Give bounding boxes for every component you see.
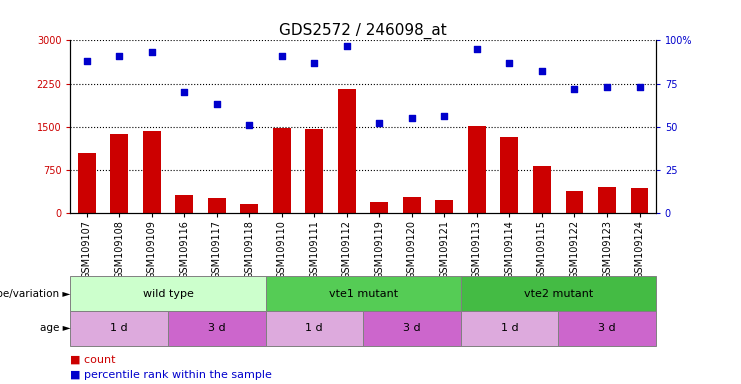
Point bbox=[81, 58, 93, 64]
Bar bbox=[370, 202, 388, 213]
Bar bbox=[565, 191, 583, 213]
Bar bbox=[461, 311, 558, 346]
Bar bbox=[403, 197, 421, 213]
Point bbox=[146, 49, 158, 55]
Point bbox=[308, 60, 320, 66]
Bar bbox=[207, 197, 226, 213]
Bar bbox=[436, 200, 453, 213]
Text: vte1 mutant: vte1 mutant bbox=[328, 289, 398, 299]
Bar bbox=[558, 311, 656, 346]
Title: GDS2572 / 246098_at: GDS2572 / 246098_at bbox=[279, 23, 447, 39]
Point bbox=[113, 53, 125, 59]
Bar bbox=[265, 276, 461, 311]
Text: 3 d: 3 d bbox=[403, 323, 421, 333]
Point bbox=[406, 115, 418, 121]
Bar bbox=[78, 152, 96, 213]
Bar bbox=[143, 131, 161, 213]
Text: 1 d: 1 d bbox=[305, 323, 323, 333]
Bar bbox=[305, 129, 323, 213]
Bar bbox=[461, 276, 656, 311]
Bar bbox=[168, 311, 265, 346]
Bar bbox=[240, 204, 258, 213]
Point bbox=[373, 120, 385, 126]
Point bbox=[601, 84, 613, 90]
Text: vte2 mutant: vte2 mutant bbox=[524, 289, 593, 299]
Bar bbox=[265, 311, 363, 346]
Point bbox=[634, 84, 645, 90]
Bar bbox=[70, 311, 168, 346]
Point bbox=[179, 89, 190, 95]
Point bbox=[276, 53, 288, 59]
Bar bbox=[338, 89, 356, 213]
Point bbox=[439, 113, 451, 119]
Bar bbox=[631, 188, 648, 213]
Bar bbox=[273, 128, 290, 213]
Text: 1 d: 1 d bbox=[110, 323, 128, 333]
Text: 3 d: 3 d bbox=[208, 323, 225, 333]
Bar bbox=[468, 126, 486, 213]
Point bbox=[243, 122, 255, 128]
Text: ■ percentile rank within the sample: ■ percentile rank within the sample bbox=[70, 370, 272, 380]
Text: wild type: wild type bbox=[142, 289, 193, 299]
Point bbox=[503, 60, 515, 66]
Bar bbox=[500, 137, 519, 213]
Text: 1 d: 1 d bbox=[501, 323, 518, 333]
Bar bbox=[176, 195, 193, 213]
Bar bbox=[70, 276, 265, 311]
Bar bbox=[110, 134, 128, 213]
Text: genotype/variation ►: genotype/variation ► bbox=[0, 289, 70, 299]
Bar bbox=[598, 187, 616, 213]
Text: ■ count: ■ count bbox=[70, 355, 116, 365]
Point bbox=[536, 68, 548, 74]
Point bbox=[341, 42, 353, 48]
Text: age ►: age ► bbox=[40, 323, 70, 333]
Point bbox=[210, 101, 222, 107]
Bar bbox=[363, 311, 461, 346]
Text: 3 d: 3 d bbox=[598, 323, 616, 333]
Bar bbox=[533, 166, 551, 213]
Point bbox=[568, 86, 580, 92]
Point bbox=[471, 46, 483, 52]
